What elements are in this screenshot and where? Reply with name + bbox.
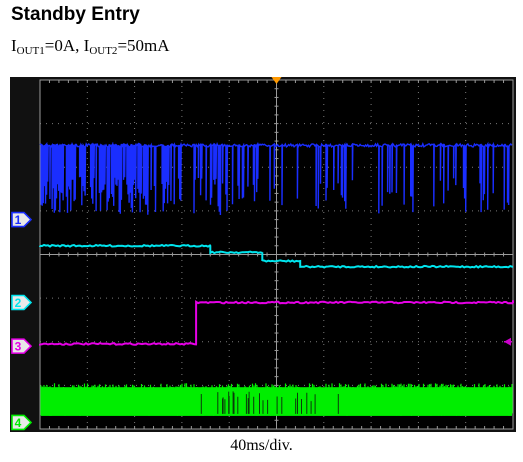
iout1-subscript: OUT1 [17, 45, 45, 57]
channel-marker-label-4: 4 [15, 416, 22, 430]
iout2-value: =50mA [117, 36, 169, 55]
channel-marker-label-3: 3 [15, 340, 22, 354]
chart-title: Standby Entry [11, 4, 140, 26]
iout1-value: =0A, [45, 36, 84, 55]
iout2-subscript: OUT2 [89, 45, 117, 57]
channel-marker-label-1: 1 [15, 213, 22, 227]
oscilloscope-plot: 1 2 3 4 [10, 77, 516, 432]
channel-marker-label-2: 2 [15, 296, 22, 310]
chart-subtitle: IOUT1=0A, IOUT2=50mA [11, 36, 170, 57]
time-scale-caption: 40ms/div. [0, 437, 523, 455]
